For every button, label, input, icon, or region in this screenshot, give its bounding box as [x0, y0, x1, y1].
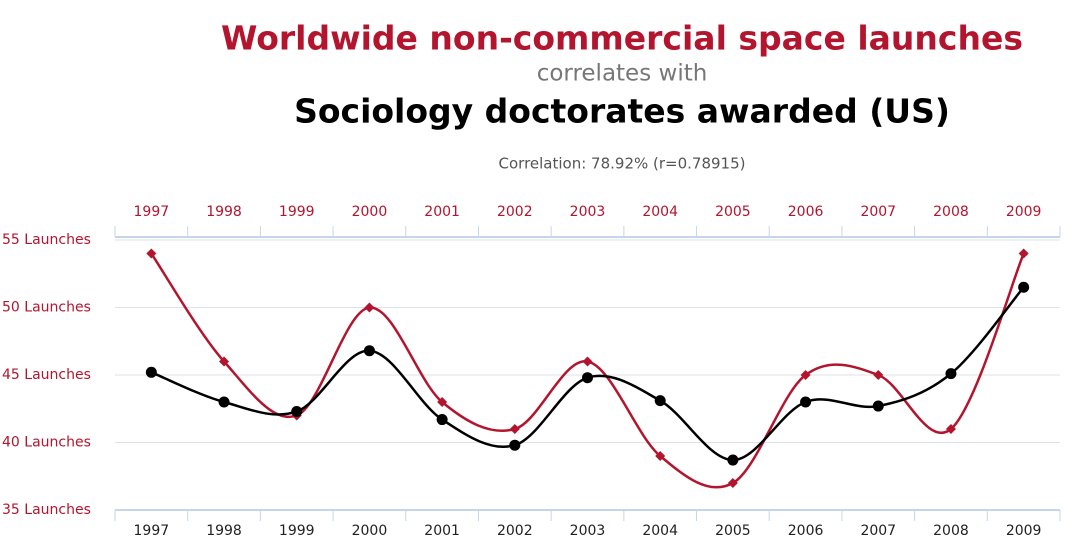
point-marker [1018, 281, 1030, 293]
chart-title: Worldwide non-commercial space launches [221, 19, 1023, 58]
point-marker [437, 397, 448, 407]
x-tick-label: 2007 [860, 523, 896, 539]
annotation: Correlation: 78.92% (r=0.78915) [499, 155, 746, 173]
point-marker [945, 368, 957, 380]
x-tick-label: 2009 [1006, 523, 1042, 539]
point-marker [582, 356, 593, 367]
point-marker [872, 400, 884, 412]
point-marker [727, 478, 738, 488]
y-tick-label: 50 Launches [2, 300, 91, 316]
x-tick-label-top: 1997 [134, 204, 170, 220]
x-tick-label-top: 2007 [860, 204, 896, 220]
x-tick-label: 2001 [424, 523, 460, 539]
x-tick-label-top: 2001 [424, 204, 460, 220]
x-tick-label: 1997 [134, 523, 170, 539]
x-tick-label-top: 1999 [279, 204, 315, 220]
x-tick-label-top: 2002 [497, 204, 533, 220]
x-tick-label-top: 2009 [1006, 204, 1042, 220]
x-tick-label: 2006 [788, 523, 824, 539]
x-tick-label-top: 2006 [788, 204, 824, 220]
series-line [150, 252, 1025, 489]
x-tick-label: 2005 [715, 523, 751, 539]
x-tick-label-top: 2004 [642, 204, 678, 220]
point-marker [945, 424, 956, 434]
point-marker [873, 370, 884, 380]
x-tick-label: 2002 [497, 523, 533, 539]
point-marker [219, 356, 230, 367]
x-tick-label-top: 2000 [352, 204, 388, 220]
x-tick-label-top: 2003 [570, 204, 606, 220]
point-marker [1018, 248, 1029, 259]
point-marker [800, 370, 811, 380]
chart-title2: Sociology doctorates awarded (US) [294, 92, 950, 131]
point-marker [146, 248, 157, 259]
point-marker [363, 345, 375, 357]
x-tick-label: 1998 [206, 523, 242, 539]
x-tick-label-top: 2008 [933, 204, 969, 220]
x-tick-label: 2003 [570, 523, 606, 539]
x-tick-label: 2000 [352, 523, 388, 539]
point-marker [509, 424, 520, 434]
point-marker [291, 405, 303, 417]
x-tick-label: 2004 [642, 523, 678, 539]
point-marker [654, 395, 666, 407]
point-marker [582, 372, 593, 384]
x-tick-label: 2008 [933, 523, 969, 539]
point-marker [364, 302, 375, 313]
y-tick-label: 55 Launches [2, 232, 91, 248]
point-marker [218, 396, 230, 408]
x-tick-label: 1999 [279, 523, 315, 539]
point-marker [655, 451, 666, 461]
y-tick-label: 40 Launches [2, 435, 91, 451]
chart-subtitle: correlates with [537, 61, 708, 87]
x-tick-label-top: 2005 [715, 204, 751, 220]
y-tick-label: 35 Launches [2, 502, 91, 518]
point-marker [509, 439, 521, 451]
point-marker [800, 396, 812, 408]
point-marker [727, 454, 739, 466]
x-tick-label-top: 1998 [206, 204, 242, 220]
point-marker [145, 366, 157, 378]
y-tick-label: 45 Launches [2, 367, 91, 383]
point-marker [436, 414, 448, 426]
